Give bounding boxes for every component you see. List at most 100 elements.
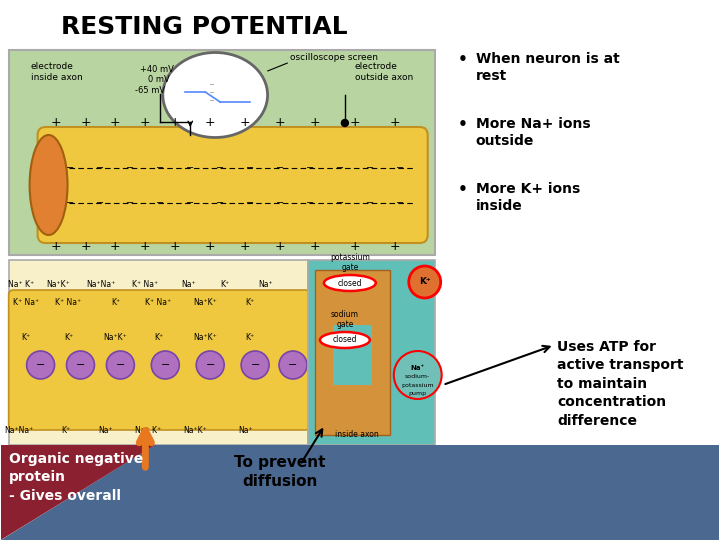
- Text: More K+ ions
inside: More K+ ions inside: [476, 182, 580, 213]
- Circle shape: [197, 351, 224, 379]
- Text: 0 mV: 0 mV: [148, 75, 170, 84]
- Circle shape: [341, 119, 348, 126]
- Text: +: +: [275, 117, 285, 130]
- Text: +: +: [140, 117, 150, 130]
- Ellipse shape: [320, 332, 370, 348]
- Ellipse shape: [324, 275, 376, 291]
- Text: −: −: [66, 163, 75, 173]
- Text: +: +: [50, 117, 61, 130]
- Text: •: •: [458, 182, 467, 197]
- Text: sodium-: sodium-: [405, 375, 431, 380]
- Polygon shape: [1, 445, 156, 540]
- Text: −: −: [126, 163, 135, 173]
- Text: +: +: [310, 117, 320, 130]
- Text: Na⁺K⁺: Na⁺K⁺: [184, 426, 207, 435]
- Text: More Na+ ions
outside: More Na+ ions outside: [476, 117, 590, 148]
- Text: +: +: [170, 240, 181, 253]
- Ellipse shape: [163, 52, 268, 138]
- Text: inside axon: inside axon: [335, 430, 379, 439]
- Text: +40 mV: +40 mV: [140, 65, 174, 74]
- Text: −: −: [186, 163, 194, 173]
- Bar: [315, 270, 390, 435]
- Text: −: −: [186, 198, 194, 208]
- Text: potassium
gate: potassium gate: [330, 253, 370, 272]
- Circle shape: [409, 266, 441, 298]
- Text: K⁺ Na⁺: K⁺ Na⁺: [132, 280, 158, 289]
- Text: Organic negative
protein
- Gives overall: Organic negative protein - Gives overall: [9, 452, 143, 503]
- FancyBboxPatch shape: [9, 290, 310, 430]
- Text: Na⁺K⁺: Na⁺K⁺: [194, 333, 217, 342]
- Text: +: +: [80, 117, 91, 130]
- Text: Na⁺: Na⁺: [410, 365, 425, 371]
- Text: −: −: [306, 163, 314, 173]
- Text: +: +: [240, 240, 251, 253]
- Text: −: −: [36, 360, 45, 370]
- Text: Na⁺K⁺: Na⁺K⁺: [47, 280, 71, 289]
- Text: Na⁺ K⁺: Na⁺ K⁺: [8, 280, 34, 289]
- Text: −: −: [246, 163, 254, 173]
- Text: −: −: [116, 360, 125, 370]
- Text: K⁺ Na⁺: K⁺ Na⁺: [12, 298, 39, 307]
- Text: Na⁺: Na⁺: [238, 426, 253, 435]
- Text: −: −: [396, 163, 404, 173]
- Text: −: −: [216, 163, 224, 173]
- Text: +: +: [240, 117, 251, 130]
- Text: K⁺ Na⁺: K⁺ Na⁺: [145, 298, 171, 307]
- Text: +: +: [350, 117, 360, 130]
- Text: K⁺: K⁺: [111, 298, 120, 307]
- Text: +: +: [205, 117, 215, 130]
- Polygon shape: [1, 445, 719, 540]
- Text: Na⁺: Na⁺: [98, 426, 113, 435]
- Text: +: +: [80, 240, 91, 253]
- Text: K⁺: K⁺: [220, 280, 230, 289]
- Text: −: −: [396, 198, 404, 208]
- Text: −: −: [156, 198, 164, 208]
- Text: potassium: potassium: [402, 382, 434, 388]
- Text: +: +: [50, 240, 61, 253]
- Text: K⁺: K⁺: [246, 333, 255, 342]
- Text: K⁺: K⁺: [21, 333, 30, 342]
- Circle shape: [394, 351, 441, 399]
- Text: pump: pump: [409, 390, 427, 395]
- Text: −: −: [366, 163, 374, 173]
- Bar: [9, 50, 435, 255]
- Text: K⁺: K⁺: [154, 333, 163, 342]
- Text: -65 mV: -65 mV: [135, 86, 166, 95]
- Text: closed: closed: [333, 335, 357, 345]
- Text: −: −: [306, 198, 314, 208]
- Text: RESTING POTENTIAL: RESTING POTENTIAL: [60, 15, 347, 39]
- Text: Na⁺: Na⁺: [258, 280, 272, 289]
- Bar: [333, 325, 372, 385]
- Text: K⁺: K⁺: [61, 426, 70, 435]
- Text: +: +: [170, 117, 181, 130]
- Text: When neuron is at
rest: When neuron is at rest: [476, 52, 619, 83]
- Text: sodium
gate: sodium gate: [331, 309, 359, 329]
- Circle shape: [151, 351, 179, 379]
- Text: •: •: [458, 52, 467, 67]
- Ellipse shape: [30, 135, 68, 235]
- Text: −: −: [336, 163, 344, 173]
- Circle shape: [27, 351, 55, 379]
- Text: −: −: [161, 360, 170, 370]
- Text: −: −: [288, 360, 297, 370]
- Circle shape: [107, 351, 135, 379]
- Text: closed: closed: [338, 279, 362, 287]
- Text: +: +: [275, 240, 285, 253]
- Text: +: +: [110, 240, 121, 253]
- Text: Na⁺Na⁺: Na⁺Na⁺: [86, 280, 115, 289]
- Text: Uses ATP for
active transport
to maintain
concentration
difference: Uses ATP for active transport to maintai…: [557, 340, 684, 428]
- Text: +: +: [205, 240, 215, 253]
- Text: To prevent
diffusion: To prevent diffusion: [234, 455, 325, 489]
- Text: electrode
inside axon: electrode inside axon: [31, 62, 82, 82]
- FancyBboxPatch shape: [37, 127, 428, 243]
- Text: −: −: [126, 198, 135, 208]
- Text: +: +: [110, 117, 121, 130]
- Text: −: −: [96, 198, 104, 208]
- Text: K⁺ Na⁺: K⁺ Na⁺: [55, 298, 81, 307]
- Text: K⁺: K⁺: [64, 333, 73, 342]
- Text: +: +: [350, 240, 360, 253]
- Bar: [308, 260, 435, 445]
- Text: K⁺: K⁺: [246, 298, 255, 307]
- Text: •: •: [458, 117, 467, 132]
- Text: −: −: [205, 360, 215, 370]
